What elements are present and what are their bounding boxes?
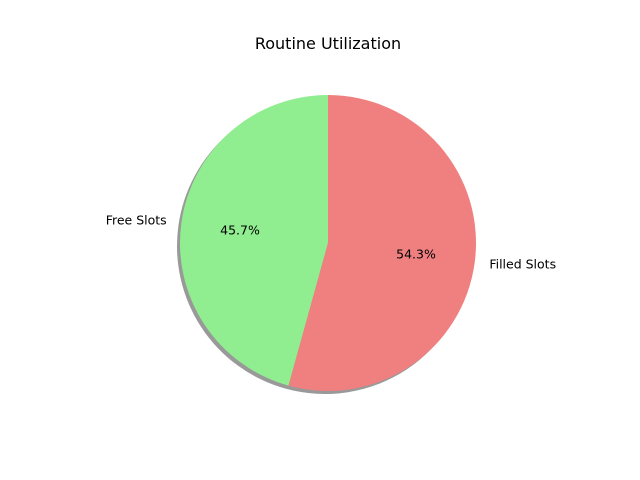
pie-slice-filled-slots bbox=[288, 95, 477, 391]
pie-slices bbox=[180, 95, 477, 391]
slice-percent-filled-slots: 54.3% bbox=[396, 246, 436, 261]
pie-labels: Free Slots 45.7% Filled Slots 54.3% bbox=[106, 213, 556, 272]
slice-label-filled-slots: Filled Slots bbox=[489, 256, 556, 271]
slice-label-free-slots: Free Slots bbox=[106, 213, 167, 228]
chart-title: Routine Utilization bbox=[255, 34, 401, 53]
slice-percent-free-slots: 45.7% bbox=[220, 223, 260, 238]
pie-slice-free-slots bbox=[180, 95, 328, 386]
